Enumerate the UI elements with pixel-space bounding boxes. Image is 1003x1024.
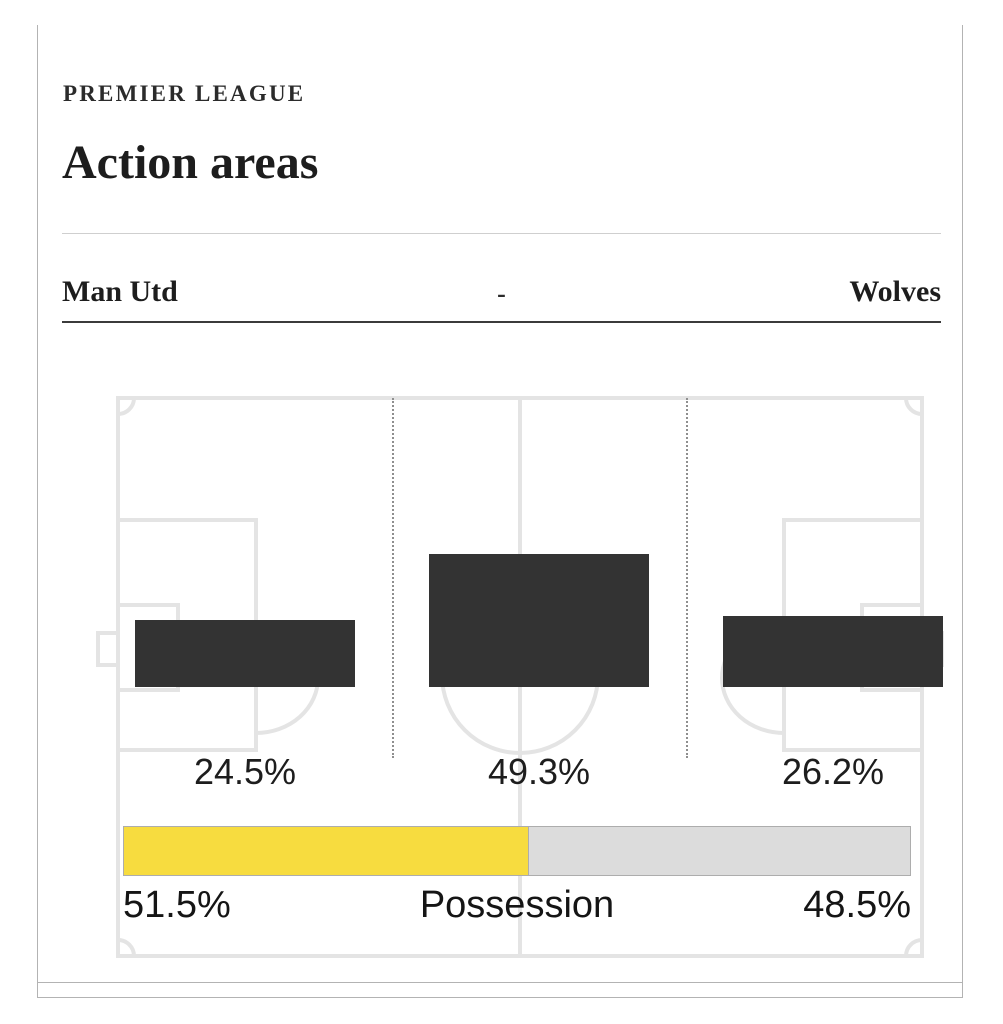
third-divider-right (686, 398, 688, 758)
action-areas-chart: 24.5% 49.3% 26.2% 51.5% Possession 48.5% (76, 370, 964, 960)
possession-away-value: 48.5% (803, 884, 911, 926)
page-title: Action areas (62, 136, 319, 189)
possession-bar-home-fill (124, 827, 529, 875)
possession-title: Possession (419, 884, 615, 926)
match-score: - (497, 279, 506, 308)
action-bar-attacking-third (723, 616, 943, 687)
away-team-name: Wolves (849, 275, 941, 308)
header-divider (62, 233, 941, 234)
action-bar-middle-third (429, 554, 649, 687)
zone-label-attacking-third: 26.2% (781, 751, 885, 792)
possession-labels: 51.5% Possession 48.5% (123, 884, 911, 936)
card-footer-divider (38, 982, 962, 983)
possession-home-value: 51.5% (123, 884, 231, 926)
third-divider-left (392, 398, 394, 758)
home-team-name: Man Utd (62, 275, 178, 308)
stat-card: PREMIER LEAGUE Action areas Man Utd - Wo… (37, 25, 963, 998)
match-header: Man Utd - Wolves (62, 275, 941, 315)
zone-label-middle-third: 49.3% (487, 751, 591, 792)
action-bar-defensive-third (135, 620, 355, 687)
competition-kicker: PREMIER LEAGUE (63, 81, 306, 106)
possession-bar (123, 826, 911, 876)
match-header-divider (62, 321, 941, 323)
zone-label-defensive-third: 24.5% (193, 751, 297, 792)
